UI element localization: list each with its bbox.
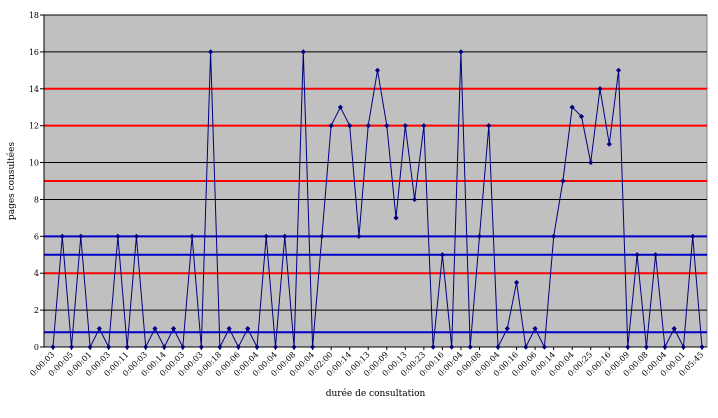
data-point <box>551 233 557 239</box>
data-point <box>263 233 269 239</box>
data-point <box>578 113 585 120</box>
data-point <box>560 178 566 184</box>
data-point <box>513 279 520 286</box>
reference-lines <box>44 87 707 334</box>
data-point <box>59 233 65 239</box>
data-point <box>245 325 251 332</box>
data-point <box>282 233 288 239</box>
data-point <box>393 215 399 221</box>
data-point <box>208 49 214 55</box>
data-point <box>226 325 232 332</box>
data-point <box>152 325 158 332</box>
data-point <box>198 344 204 350</box>
data-point <box>588 159 594 166</box>
data-point <box>439 252 445 258</box>
data-point <box>384 123 390 129</box>
data-point <box>365 123 371 129</box>
data-point <box>634 252 640 258</box>
data-point <box>411 196 418 203</box>
data-point <box>671 325 677 332</box>
y-tick-label: 10 <box>29 159 39 168</box>
data-point <box>523 344 529 350</box>
data-point <box>133 233 140 239</box>
data-point <box>189 233 195 239</box>
data-point <box>430 344 436 350</box>
x-axis-title: durée de consultation <box>326 388 426 399</box>
data-point <box>374 67 381 73</box>
data-point <box>421 123 427 129</box>
data-point <box>272 344 279 350</box>
y-tick-label: 16 <box>29 48 39 57</box>
data-point <box>643 344 649 350</box>
data-point <box>96 325 102 332</box>
data-point <box>143 344 149 350</box>
y-tick-label: 4 <box>34 269 39 278</box>
series <box>50 49 705 350</box>
data-point <box>495 344 501 350</box>
data-point <box>653 252 659 258</box>
data-point <box>449 344 455 350</box>
data-point <box>78 233 84 239</box>
data-point <box>615 67 622 73</box>
data-point <box>486 123 492 129</box>
data-point <box>115 233 121 239</box>
y-tick-label: 12 <box>29 122 39 131</box>
data-point <box>541 344 547 350</box>
data-point <box>235 344 242 350</box>
data-point <box>662 344 668 350</box>
data-point <box>606 141 612 147</box>
data-point <box>291 344 297 350</box>
data-point <box>161 344 167 350</box>
data-point <box>254 344 260 350</box>
y-tick-label: 14 <box>29 85 39 94</box>
data-point <box>504 325 510 332</box>
y-tick-label: 0 <box>34 343 39 352</box>
y-tick-label: 6 <box>34 232 39 241</box>
data-point <box>597 86 603 92</box>
y-tick-label: 2 <box>34 306 39 315</box>
data-point <box>532 325 538 332</box>
data-point <box>337 104 344 110</box>
data-point <box>68 344 75 350</box>
data-point <box>402 123 408 129</box>
y-tick-label: 18 <box>29 11 39 20</box>
data-point <box>124 344 130 350</box>
data-point <box>50 344 56 350</box>
data-point <box>680 344 687 350</box>
data-point <box>467 344 473 350</box>
data-point <box>356 233 362 239</box>
data-point <box>458 49 464 55</box>
data-point <box>347 123 353 129</box>
data-point <box>328 123 334 129</box>
data-point <box>170 325 177 332</box>
data-point <box>87 344 93 350</box>
data-point <box>569 104 575 110</box>
data-point <box>300 49 306 55</box>
data-point <box>699 344 705 350</box>
data-point <box>319 233 325 239</box>
data-point <box>217 344 223 350</box>
y-axis-title: pages consultées <box>6 142 17 221</box>
data-point <box>106 344 112 350</box>
y-tick-label: 8 <box>34 195 39 204</box>
data-point <box>180 344 186 350</box>
data-point <box>476 233 483 239</box>
data-point <box>690 233 696 239</box>
data-point <box>310 344 316 350</box>
data-point <box>625 344 631 350</box>
